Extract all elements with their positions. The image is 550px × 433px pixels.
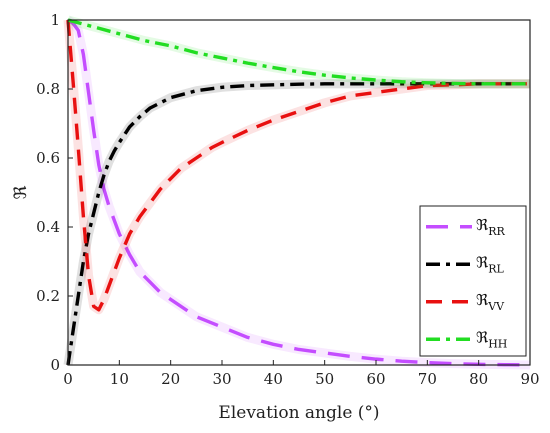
x-tick-label: 70	[418, 370, 437, 388]
x-tick-label: 0	[63, 370, 73, 388]
x-tick-label: 40	[264, 370, 283, 388]
series-line-halo-3	[66, 15, 530, 89]
x-axis-ticks: 0 10 20 30 40 50 60 70 80 90	[63, 360, 540, 388]
x-tick-label: 20	[161, 370, 180, 388]
x-axis-label: Elevation angle (°)	[218, 403, 379, 423]
x-tick-label: 80	[469, 370, 488, 388]
legend-label-hh: ℜHH	[476, 328, 507, 350]
x-tick-label: 30	[212, 370, 231, 388]
series-line-vv	[66, 19, 530, 312]
series-line-rr	[67, 18, 531, 367]
y-tick-label: 0.4	[36, 218, 60, 236]
y-tick-label: 1	[50, 11, 60, 29]
legend-label-rr: ℜRR	[476, 216, 506, 238]
y-axis-label: ℜ	[11, 185, 31, 199]
x-tick-label: 10	[110, 370, 129, 388]
legend-label-vv: ℜVV	[476, 291, 505, 313]
legend-items: ℜRR ℜRL ℜVV ℜHH	[426, 216, 507, 350]
y-tick-label: 0.6	[36, 149, 60, 167]
plot-area-frame	[67, 19, 531, 366]
y-tick-label: 0.2	[36, 287, 60, 305]
y-tick-label: 0	[50, 356, 60, 374]
legend-box	[419, 205, 527, 357]
y-axis-ticks: 0 0.2 0.4 0.6 0.8 1	[36, 11, 73, 374]
y-tick-label: 0.8	[36, 80, 60, 98]
x-tick-label: 60	[366, 370, 385, 388]
x-tick-label: 90	[520, 370, 539, 388]
series-line-rl	[66, 82, 530, 366]
legend-label-rl: ℜRL	[476, 253, 505, 275]
series-line-hh	[67, 18, 530, 86]
x-tick-label: 50	[315, 370, 334, 388]
series-layer	[63, 15, 531, 370]
legend: ℜRR ℜRL ℜVV ℜHH	[419, 205, 527, 357]
